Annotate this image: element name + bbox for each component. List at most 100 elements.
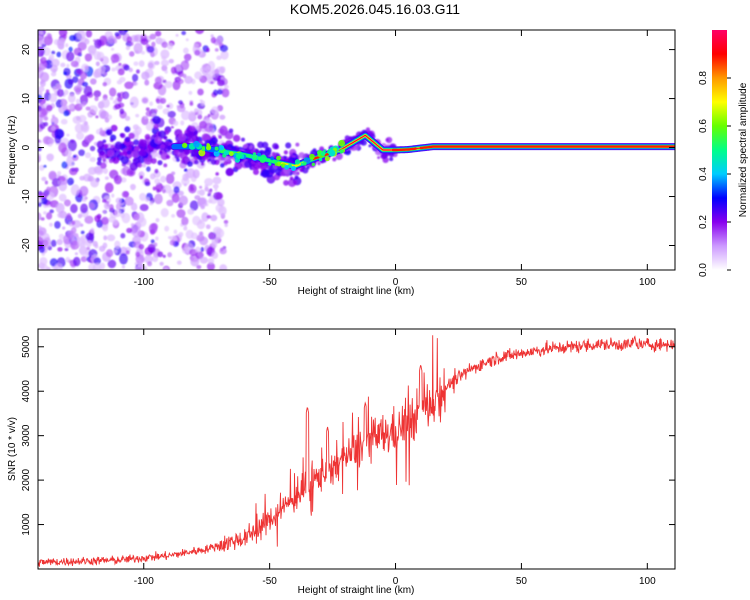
- noise-blob: [48, 170, 57, 180]
- noise-blob: [98, 65, 106, 75]
- y-tick-label: 5000: [21, 335, 32, 358]
- noise-blob: [113, 249, 118, 254]
- core-blob: [356, 144, 360, 148]
- core-blob: [294, 175, 299, 180]
- core-blob: [194, 130, 198, 135]
- noise-blob: [109, 87, 117, 97]
- noise-blob: [170, 125, 174, 129]
- noise-blob: [196, 264, 202, 270]
- spectrogram-x-label: Height of straight line (km): [298, 286, 415, 297]
- ridge-blob: [206, 145, 212, 151]
- noise-blob: [121, 190, 129, 198]
- core-blob: [144, 134, 151, 140]
- noise-blob: [197, 88, 204, 96]
- noise-blob: [129, 96, 139, 109]
- noise-blob: [163, 267, 169, 270]
- core-blob: [122, 150, 128, 156]
- noise-blob: [199, 256, 209, 264]
- noise-blob: [72, 256, 81, 267]
- noise-blob: [101, 98, 110, 109]
- noise-blob: [38, 147, 42, 152]
- noise-blob: [161, 64, 168, 72]
- noise-blob: [63, 199, 71, 207]
- core-blob: [210, 158, 217, 165]
- noise-blob: [183, 224, 187, 229]
- noise-blob: [44, 180, 48, 185]
- noise-blob: [166, 43, 174, 50]
- noise-blob: [43, 211, 47, 215]
- noise-blob: [171, 193, 180, 203]
- noise-blob: [196, 113, 200, 116]
- core-blob: [377, 156, 380, 160]
- noise-blob: [178, 231, 184, 237]
- noise-blob: [171, 171, 176, 176]
- noise-blob: [79, 241, 87, 248]
- noise-blob: [169, 239, 176, 246]
- noise-blob: [99, 129, 106, 137]
- noise-blob: [141, 71, 150, 80]
- noise-blob: [128, 67, 133, 73]
- noise-blob: [69, 167, 78, 176]
- noise-blob: [190, 256, 195, 261]
- x-tick-label: 50: [516, 576, 528, 587]
- core-blob: [289, 152, 293, 156]
- noise-blob: [88, 105, 98, 114]
- noise-blob: [149, 101, 154, 107]
- noise-blob: [196, 190, 201, 195]
- noise-blob: [39, 79, 46, 88]
- noise-blob: [124, 115, 131, 121]
- noise-blob: [42, 237, 52, 248]
- noise-blob: [206, 214, 212, 219]
- noise-blob: [154, 193, 163, 205]
- colorbar-bar: [712, 30, 727, 270]
- noise-blob: [137, 262, 142, 268]
- noise-blob: [133, 34, 143, 43]
- noise-blob: [217, 79, 225, 87]
- ridge-peak: [391, 147, 417, 152]
- ridge-blob: [294, 159, 301, 165]
- noise-blob: [56, 51, 62, 58]
- core-blob: [332, 157, 337, 162]
- noise-blob: [146, 166, 151, 172]
- noise-blob: [51, 58, 60, 67]
- noise-blob: [74, 252, 78, 256]
- noise-blob: [44, 59, 53, 69]
- noise-blob: [107, 114, 113, 120]
- ridge-blob: [235, 153, 242, 160]
- noise-blob: [80, 230, 85, 235]
- noise-blob: [57, 212, 64, 219]
- noise-blob: [118, 62, 122, 66]
- noise-blob: [102, 242, 108, 249]
- noise-blob: [46, 154, 54, 162]
- noise-blob: [164, 225, 170, 232]
- core-blob: [126, 150, 132, 155]
- noise-blob: [47, 138, 55, 145]
- noise-blob: [147, 261, 153, 267]
- ridge-blob: [206, 143, 210, 147]
- noise-blob: [73, 220, 82, 228]
- ridge-blob: [284, 164, 290, 170]
- core-blob: [292, 170, 298, 176]
- noise-blob: [67, 139, 77, 152]
- core-blob: [133, 139, 140, 146]
- core-blob: [160, 144, 165, 150]
- noise-blob: [38, 225, 42, 231]
- core-blob: [241, 137, 245, 142]
- noise-blob: [160, 175, 167, 183]
- noise-blob: [38, 262, 45, 269]
- noise-blob: [185, 38, 189, 42]
- noise-blob: [155, 217, 160, 223]
- noise-blob: [112, 218, 119, 226]
- noise-blob: [56, 39, 65, 50]
- noise-blob: [70, 240, 80, 250]
- noise-blob: [84, 65, 89, 70]
- noise-blob: [63, 234, 72, 245]
- core-blob: [124, 136, 131, 143]
- colorbar-label: Normalized spectral amplitude: [738, 82, 749, 217]
- noise-blob: [99, 127, 103, 131]
- noise-blob: [207, 258, 215, 265]
- noise-blob: [38, 111, 41, 117]
- noise-blob: [210, 34, 214, 38]
- noise-blob: [94, 95, 99, 102]
